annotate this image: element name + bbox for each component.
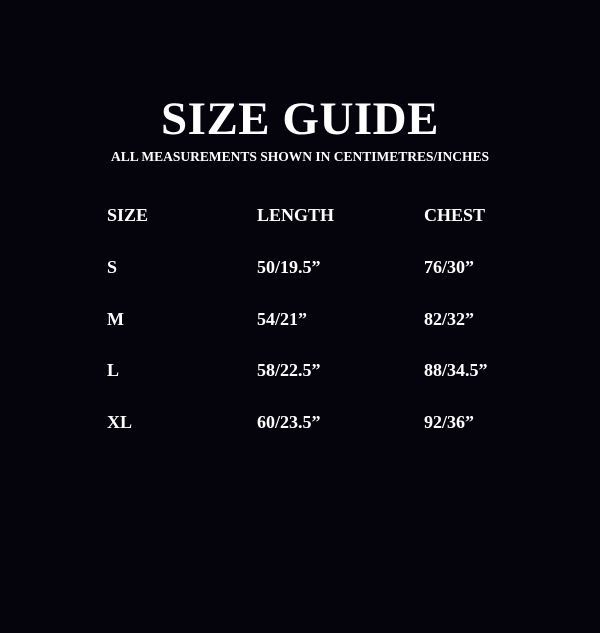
header-length: LENGTH — [257, 205, 335, 225]
cell-size: XL — [107, 412, 133, 432]
cell-chest: 88/34.5” — [424, 360, 488, 380]
cell-chest: 92/36” — [424, 412, 475, 432]
cell-size: L — [107, 360, 120, 380]
cell-length: 58/22.5” — [257, 360, 321, 380]
cell-chest: 76/30” — [424, 257, 475, 277]
cell-length: 54/21” — [257, 309, 308, 329]
cell-length: 60/23.5” — [257, 412, 321, 432]
cell-length: 50/19.5” — [257, 257, 321, 277]
cell-chest: 82/32” — [424, 309, 475, 329]
header-size: SIZE — [107, 205, 149, 225]
page-title: SIZE GUIDE — [161, 93, 439, 145]
cell-size: S — [107, 257, 118, 277]
cell-size: M — [107, 309, 124, 329]
header-chest: CHEST — [424, 205, 486, 225]
subtitle: ALL MEASUREMENTS SHOWN IN CENTIMETRES/IN… — [110, 149, 490, 164]
